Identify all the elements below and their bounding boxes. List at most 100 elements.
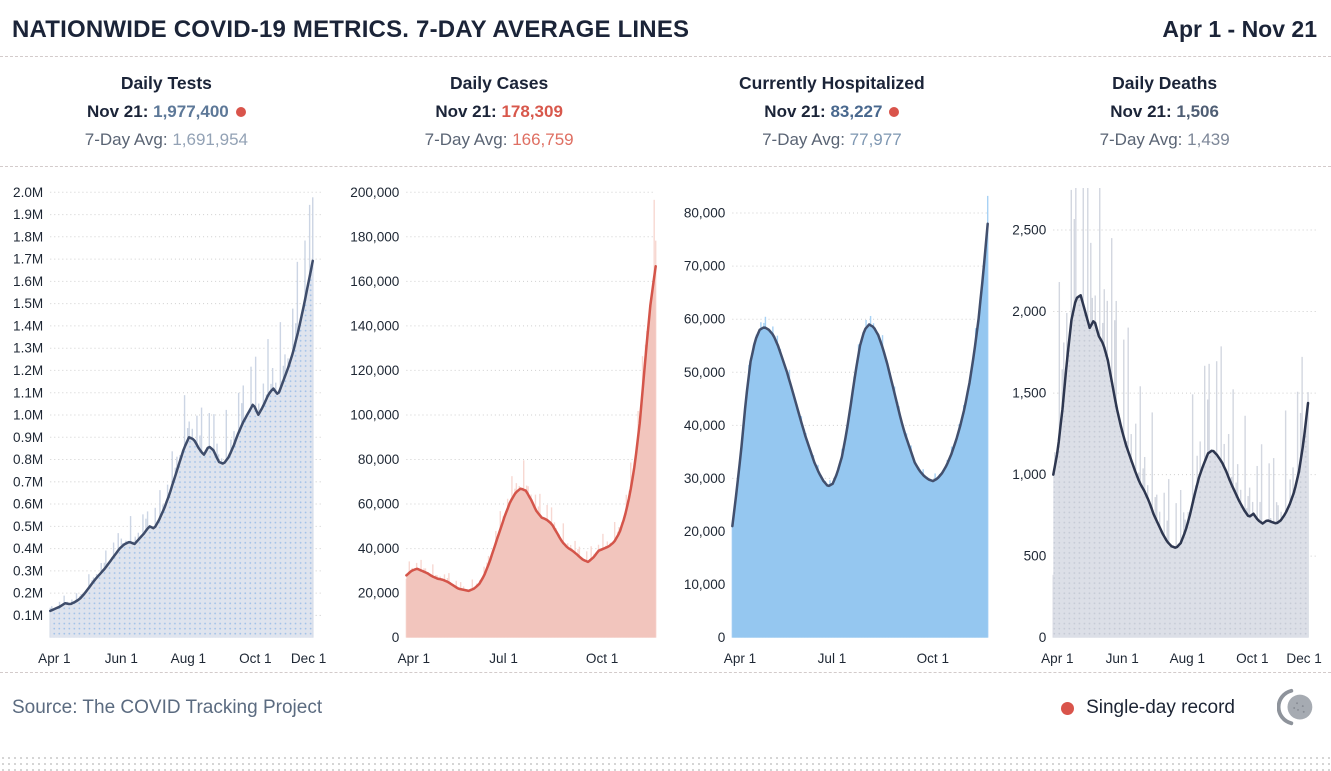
svg-text:120,000: 120,000 [350,363,399,378]
svg-text:0.5M: 0.5M [13,519,43,534]
svg-text:0: 0 [392,630,400,645]
avg-value: 77,977 [849,130,902,149]
latest-value: 178,309 [501,102,563,121]
svg-text:0.2M: 0.2M [13,586,43,601]
avg-label: 7-Day Avg: [84,130,168,149]
record-dot [889,107,900,117]
svg-text:Jul 1: Jul 1 [817,651,846,666]
avg-label: 7-Day Avg: [1099,130,1183,149]
metric-header-daily-tests: Daily Tests Nov 21: 1,977,400 7-Day Avg:… [0,67,333,152]
svg-text:Jul 1: Jul 1 [489,651,518,666]
svg-text:1.7M: 1.7M [13,252,43,267]
svg-text:Apr 1: Apr 1 [723,651,755,666]
latest-label: Nov 21: [1110,102,1172,121]
svg-text:2,000: 2,000 [1013,304,1047,319]
svg-text:1.0M: 1.0M [13,407,43,422]
chart-title: Daily Deaths [1112,73,1218,93]
chart-title: Currently Hospitalized [739,73,925,93]
svg-text:Oct 1: Oct 1 [1236,651,1268,666]
svg-text:1.6M: 1.6M [13,274,43,289]
svg-text:Aug 1: Aug 1 [171,651,206,666]
svg-text:40,000: 40,000 [683,418,725,433]
record-legend-label: Single-day record [1086,697,1235,718]
svg-text:0.6M: 0.6M [13,497,43,512]
svg-text:Jun 1: Jun 1 [1106,651,1139,666]
halftone-texture [0,755,1331,771]
latest-value: 83,227 [830,102,883,121]
svg-text:Apr 1: Apr 1 [397,651,429,666]
page-title: NATIONWIDE COVID-19 METRICS. 7-DAY AVERA… [12,16,690,43]
svg-text:0: 0 [1039,630,1047,645]
avg-label: 7-Day Avg: [762,130,845,149]
svg-text:1.2M: 1.2M [13,363,43,378]
date-range: Apr 1 - Nov 21 [1162,16,1317,42]
header: NATIONWIDE COVID-19 METRICS. 7-DAY AVERA… [0,0,1331,56]
latest-value: 1,977,400 [153,102,229,121]
svg-text:2.0M: 2.0M [13,185,43,200]
footer: Source: The COVID Tracking Project Singl… [0,673,1331,735]
avg-value: 1,691,954 [172,130,248,149]
svg-text:Dec 1: Dec 1 [1287,651,1322,666]
metrics-divider [0,166,1331,167]
latest-label: Nov 21: [86,102,149,121]
svg-text:Apr 1: Apr 1 [1041,651,1073,666]
svg-text:0: 0 [717,630,725,645]
svg-text:1,000: 1,000 [1013,467,1047,482]
svg-text:140,000: 140,000 [350,318,399,333]
svg-text:1.9M: 1.9M [13,207,43,222]
svg-text:Oct 1: Oct 1 [916,651,948,666]
svg-text:50,000: 50,000 [683,365,725,380]
svg-text:1.1M: 1.1M [13,385,43,400]
header-divider [0,56,1331,57]
svg-text:180,000: 180,000 [350,229,399,244]
svg-text:30,000: 30,000 [683,471,725,486]
svg-text:10,000: 10,000 [683,577,725,592]
metric-headers-row: Daily Tests Nov 21: 1,977,400 7-Day Avg:… [0,57,1331,166]
chart-daily-tests-plot: 0.1M 0.2M 0.3M 0.4M 0.5M 0.6M 0.7M 0.8M 0.9M 1.0M… [2,167,334,672]
svg-text:Oct 1: Oct 1 [586,651,618,666]
chart-daily-cases-plot: 0 20,000 40,000 60,000 80,000 100,000 120,000 1… [334,167,666,672]
svg-text:0.4M: 0.4M [13,541,43,556]
svg-text:80,000: 80,000 [358,452,400,467]
svg-text:0.8M: 0.8M [13,452,43,467]
svg-text:0.9M: 0.9M [13,430,43,445]
svg-text:60,000: 60,000 [683,312,725,327]
svg-text:Apr 1: Apr 1 [38,651,70,666]
svg-text:160,000: 160,000 [350,274,399,289]
svg-text:Jun 1: Jun 1 [105,651,138,666]
svg-text:1.3M: 1.3M [13,341,43,356]
avg-value: 1,439 [1187,130,1230,149]
record-dot [235,107,246,117]
svg-text:Dec 1: Dec 1 [291,651,326,666]
source-attribution: Source: The COVID Tracking Project [12,697,323,718]
chart-daily-deaths-plot: 0 500 1,000 1,500 2,000 2,500 Apr 1 Jun 1 Aug 1 O… [997,167,1329,672]
latest-label: Nov 21: [435,102,497,121]
svg-text:1.8M: 1.8M [13,229,43,244]
svg-text:0.7M: 0.7M [13,474,43,489]
svg-text:200,000: 200,000 [350,185,399,200]
svg-text:Aug 1: Aug 1 [1170,651,1205,666]
avg-value: 166,759 [512,130,574,149]
avg-label: 7-Day Avg: [424,130,508,149]
latest-value: 1,506 [1176,102,1219,121]
chart-title: Daily Cases [449,73,549,93]
svg-text:Oct 1: Oct 1 [239,651,271,666]
svg-text:500: 500 [1024,549,1047,564]
svg-text:40,000: 40,000 [358,541,400,556]
latest-label: Nov 21: [764,102,826,121]
svg-text:60,000: 60,000 [358,497,400,512]
metric-header-daily-cases: Daily Cases Nov 21: 178,309 7-Day Avg: 1… [333,67,666,152]
svg-text:20,000: 20,000 [358,586,400,601]
metric-header-currently-hospitalized: Currently Hospitalized Nov 21: 83,227 7-… [666,67,999,152]
record-dot-icon [1061,701,1075,715]
record-legend: Single-day record [1061,687,1319,729]
svg-text:80,000: 80,000 [683,205,725,220]
chart-currently-hospitalized-plot: 0 10,000 20,000 30,000 40,000 50,000 60,000 70,… [666,167,998,672]
svg-text:2,500: 2,500 [1013,223,1047,238]
svg-text:70,000: 70,000 [683,259,725,274]
svg-text:1.5M: 1.5M [13,296,43,311]
svg-text:100,000: 100,000 [350,407,399,422]
svg-text:0.1M: 0.1M [13,608,43,623]
svg-text:0.3M: 0.3M [13,563,43,578]
